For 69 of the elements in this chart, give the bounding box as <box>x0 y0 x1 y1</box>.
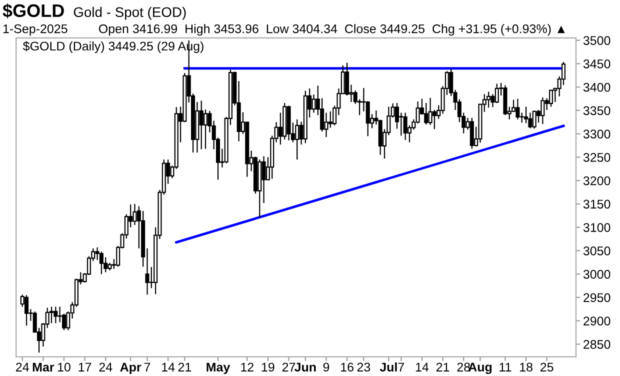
candlestick <box>312 94 316 114</box>
candlestick <box>540 96 545 125</box>
y-tick-label: 3450 <box>583 59 610 68</box>
candlestick <box>99 251 104 275</box>
candlestick <box>428 97 432 126</box>
candlestick <box>470 117 474 150</box>
x-tick-label: 24 <box>16 362 29 372</box>
x-tick-label: 16 <box>341 362 354 372</box>
candlestick <box>295 118 300 160</box>
x-tick-label: Mar <box>32 362 54 372</box>
x-tick-label: 10 <box>58 362 70 372</box>
x-tick-label: May <box>206 362 230 374</box>
candlestick <box>54 306 58 324</box>
chart-title: $GOLD <box>2 4 64 18</box>
candlestick <box>262 156 266 204</box>
candlestick <box>49 306 54 324</box>
candlestick <box>548 89 554 108</box>
x-tick-label: 7 <box>144 362 150 372</box>
x-tick-label: 11 <box>500 362 512 372</box>
y-tick-label: 3050 <box>583 246 610 256</box>
x-tick-label: 21 <box>436 362 450 372</box>
y-tick-label: 2950 <box>584 293 610 302</box>
candlestick <box>24 294 29 326</box>
text: Open 3416.99 High 3453.96 Low 3404.34 Close 3449.25 Chg +31.95 (+0.93%) ▲ <box>98 24 565 36</box>
candlestick <box>328 110 332 128</box>
x-tick-label: Aug <box>468 362 492 374</box>
x-tick-label: 9 <box>323 362 330 372</box>
y-tick-label: 3300 <box>583 130 610 138</box>
y-tick-label: 3100 <box>583 223 610 232</box>
candlestick <box>366 100 370 137</box>
x-tick-label: Jul <box>380 362 397 372</box>
y-tick-label: 3400 <box>583 82 610 92</box>
x-tick-label: 24 <box>99 362 112 372</box>
x-tick-label: 23 <box>357 362 370 372</box>
y-tick-label: 3000 <box>583 270 610 279</box>
candlestick <box>416 101 420 124</box>
candlestick <box>424 102 428 126</box>
candlestick <box>524 106 528 124</box>
y-tick-label: 3350 <box>583 106 610 116</box>
x-tick-label: 12 <box>241 362 254 372</box>
y-tick-label: 3200 <box>583 176 610 186</box>
x-tick-label: Jun <box>294 362 316 372</box>
x-tick-label: 14 <box>162 362 175 372</box>
x-tick-label: 27 <box>282 362 296 372</box>
y-tick-label: 3150 <box>583 200 610 209</box>
candlestick <box>204 108 208 150</box>
candlestick <box>199 100 204 150</box>
x-tick-label: 21 <box>178 362 192 372</box>
x-tick-label: 7 <box>398 362 404 372</box>
y-tick-label: 2900 <box>584 316 610 326</box>
y-tick-label: 3500 <box>583 36 610 45</box>
x-tick-label: Apr <box>120 362 142 374</box>
candlestick <box>494 83 499 104</box>
candlestick <box>324 112 328 138</box>
candlestick <box>432 109 436 130</box>
x-tick-label: 17 <box>78 362 92 372</box>
x-tick-label: 28 <box>457 362 470 372</box>
y-tick-label: 2850 <box>584 340 610 349</box>
x-tick-label: 18 <box>520 362 532 372</box>
candlestick <box>403 112 408 140</box>
candlestick <box>516 98 520 120</box>
chart-subtitle: Gold - Spot (EOD) <box>74 6 186 20</box>
candlestick <box>532 110 536 130</box>
y-tick-label: 3250 <box>583 152 610 162</box>
text: 1-Sep-2025 <box>3 24 68 36</box>
x-tick-label: 19 <box>262 362 274 372</box>
candlestick <box>486 91 491 108</box>
x-tick-label: 25 <box>540 362 554 372</box>
x-tick-label: 14 <box>416 362 429 372</box>
